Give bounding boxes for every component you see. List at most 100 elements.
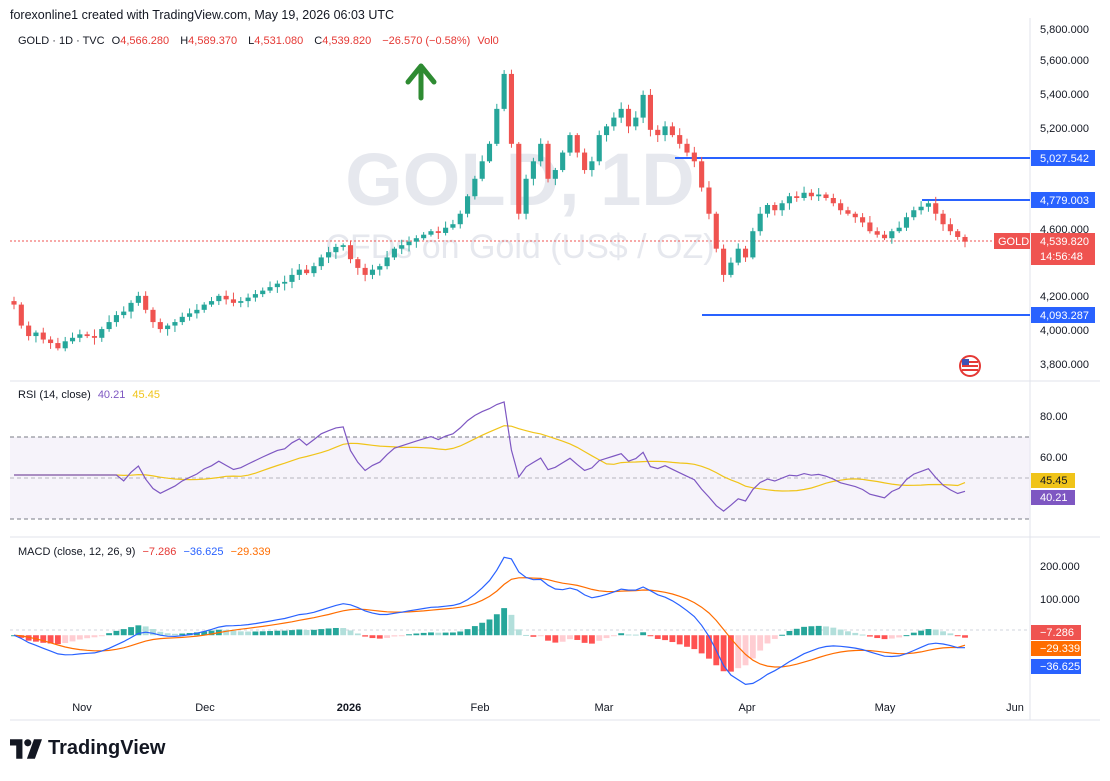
macd-hist-bar	[508, 614, 515, 636]
candle-body	[62, 341, 68, 349]
candle-body	[925, 203, 931, 207]
rsi-value: 40.21	[97, 389, 126, 401]
rsi-ma-value: 45.45	[132, 389, 160, 401]
high-value: 4,589.370	[188, 35, 238, 47]
x-tick: Jun	[1006, 702, 1024, 714]
macd-hist-bar	[479, 622, 486, 636]
last-price-tag: 4,539.820	[1040, 236, 1089, 248]
macd-hist-bar	[684, 635, 690, 647]
candle-body	[669, 126, 675, 136]
macd-hist-bar	[186, 633, 193, 636]
macd-hist-bar	[567, 635, 573, 640]
macd-hist-bar	[128, 627, 134, 636]
candle-body	[443, 227, 449, 233]
candle-body	[347, 245, 354, 260]
candle-body	[457, 213, 463, 225]
low-value: 4,531.080	[254, 35, 304, 47]
rsi-name: RSI (14, close)	[18, 389, 91, 401]
macd-hist-bar	[442, 632, 449, 636]
level-label-bg	[1031, 150, 1095, 166]
watermark-subtitle: CFDs on Gold (US$ / OZ)	[325, 228, 714, 266]
macd-hist-bar	[384, 635, 391, 638]
macd-hist-bar	[545, 635, 551, 641]
candle-body	[764, 204, 771, 214]
rsi-tag-bg	[1031, 490, 1075, 505]
candle-body	[40, 332, 46, 340]
macd-hist-bar	[113, 630, 120, 636]
macd-hist-bar	[398, 635, 405, 637]
candle-body	[728, 262, 734, 275]
candle-body	[552, 170, 558, 179]
candle-body	[611, 117, 617, 127]
macd-hist-bar	[698, 635, 705, 654]
macd-hist-bar	[267, 631, 273, 636]
candle-body	[947, 224, 953, 232]
macd-hist-bar	[76, 635, 83, 640]
candle-body	[889, 231, 895, 239]
candle-body	[311, 266, 317, 274]
macd-hist-bar	[420, 632, 427, 636]
tradingview-logo[interactable]: TradingView	[10, 737, 165, 760]
candle-body	[326, 252, 332, 258]
macd-hist-bar	[859, 634, 866, 636]
price-tick: 5,200.000	[1040, 123, 1089, 135]
candle-body	[11, 301, 17, 305]
level-label-4779: 4,779.003	[1040, 195, 1089, 207]
arrow-up-icon	[405, 63, 437, 101]
candle-body	[838, 203, 844, 211]
candle-body	[742, 248, 749, 258]
price-tick: 4,000.000	[1040, 325, 1089, 337]
candle-body	[684, 143, 690, 153]
candle-body	[786, 196, 792, 204]
candle-body	[545, 143, 551, 179]
macd-hist-bar	[289, 630, 295, 636]
macd-hist-bar	[98, 635, 105, 637]
candle-body	[304, 269, 310, 274]
us-flag-icon	[959, 355, 981, 377]
candle-body	[274, 283, 280, 288]
macd-hist-bar	[640, 632, 647, 636]
price-tick: 5,400.000	[1040, 89, 1089, 101]
candle-body	[179, 316, 185, 323]
candle-body	[655, 129, 661, 136]
macd-hist-bar	[369, 635, 376, 639]
candle-body	[772, 204, 778, 211]
macd-hist-bar	[588, 635, 595, 644]
candle-body	[794, 196, 800, 198]
macd-hist-bar	[311, 629, 317, 636]
macd-hist-bar	[647, 635, 654, 637]
macd-hist-bar	[11, 635, 17, 637]
macd-hist-bar	[823, 626, 829, 636]
candle-body	[633, 117, 639, 127]
macd-hist-bar	[523, 634, 530, 636]
candle-body	[918, 206, 924, 211]
candle-body	[647, 94, 653, 130]
candle-body	[194, 309, 200, 314]
rsi-tick: 80.00	[1040, 411, 1068, 423]
macd-hist-bar	[925, 629, 932, 636]
macd-hist-bar	[376, 635, 383, 639]
candle-body	[911, 210, 917, 218]
candle-body	[157, 322, 163, 330]
rsi-tick: 60.00	[1040, 452, 1068, 464]
macd-signal-tag-bg	[1031, 641, 1081, 656]
macd-hist-bar	[274, 630, 281, 636]
macd-hist-bar	[749, 635, 756, 659]
macd-hist-bar	[296, 629, 303, 636]
x-tick: Apr	[738, 702, 755, 714]
macd-hist-bar	[332, 627, 339, 636]
x-tick: May	[875, 702, 896, 714]
macd-hist-bar	[735, 635, 742, 669]
candle-body	[560, 152, 566, 171]
candle-body	[706, 187, 712, 214]
candle-body	[340, 245, 346, 247]
level-label-5027: 5,027.542	[1040, 153, 1089, 165]
macd-hist-bar	[142, 626, 149, 636]
candle-body	[450, 224, 456, 228]
macd-hist-bar	[435, 632, 442, 636]
macd-hist-bar	[18, 635, 25, 638]
macd-line	[13, 556, 965, 686]
candle-body	[618, 108, 624, 118]
candle-body	[406, 241, 412, 246]
